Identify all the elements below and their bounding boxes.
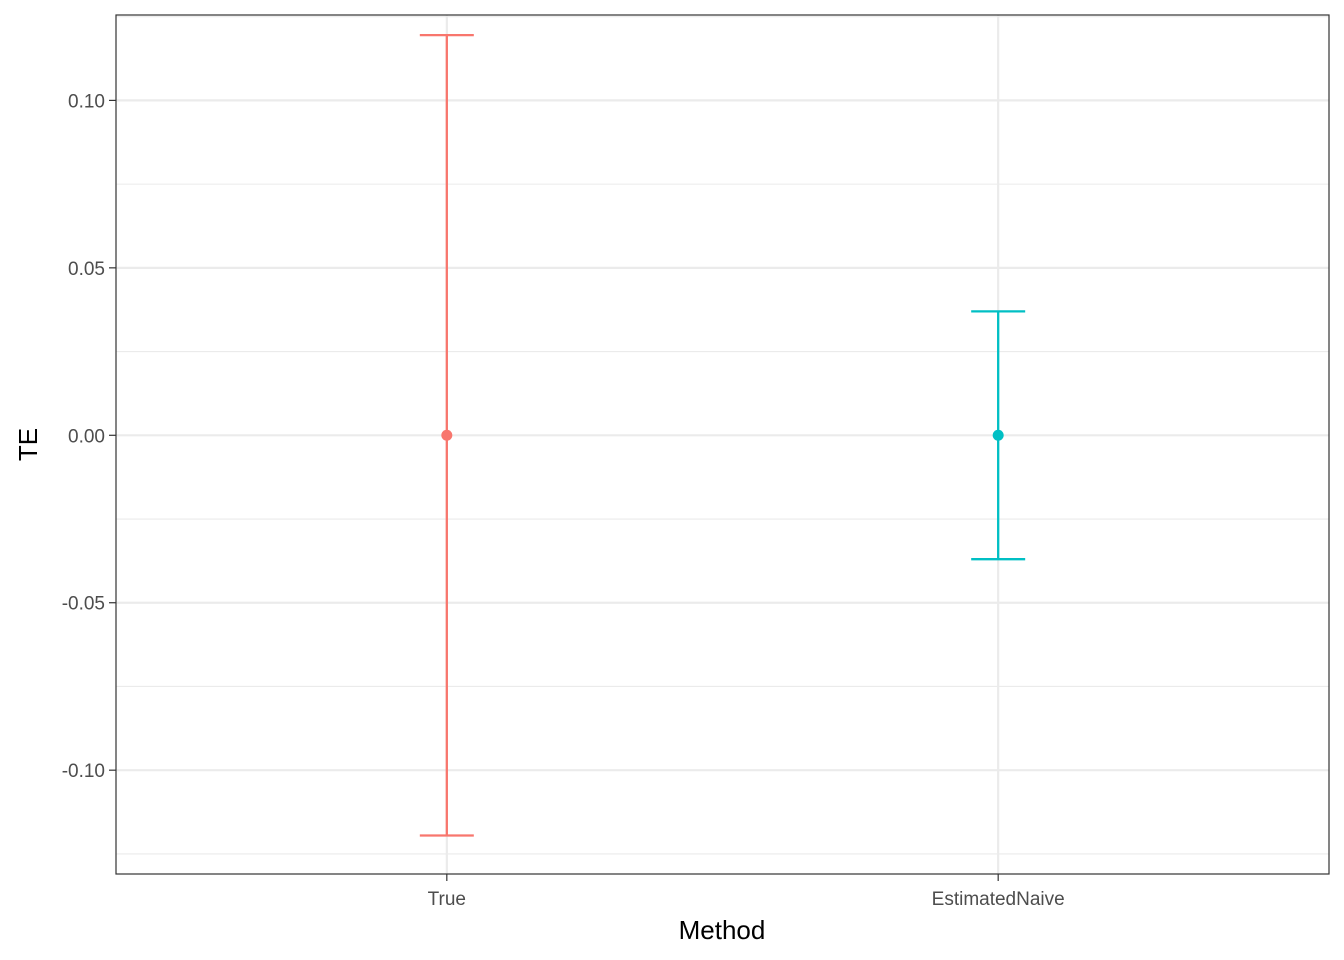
point-estimate: [441, 429, 453, 441]
x-tick-label: EstimatedNaive: [932, 889, 1065, 910]
plot-border: [115, 14, 1330, 875]
y-tick-label: -0.10: [62, 761, 105, 782]
minor-gridlines: [116, 16, 1329, 855]
y-tick-label: -0.05: [62, 594, 105, 615]
y-tick-label: 0.10: [68, 91, 105, 112]
error-bars: [419, 33, 1026, 837]
y-axis: -0.10 -0.05 0.00 0.05 0.10: [62, 91, 116, 782]
x-tick-label: True: [428, 889, 466, 910]
x-axis-title: Method: [679, 915, 766, 945]
errorbar-true: [419, 33, 474, 837]
point-estimate: [992, 429, 1004, 441]
y-axis-title: TE: [13, 428, 43, 461]
y-tick-label: 0.00: [68, 426, 105, 447]
x-axis: True EstimatedNaive: [428, 874, 1065, 910]
errorbar-estimatednaive: [971, 310, 1026, 561]
plot-background: [116, 15, 1329, 874]
y-tick-label: 0.05: [68, 259, 105, 280]
